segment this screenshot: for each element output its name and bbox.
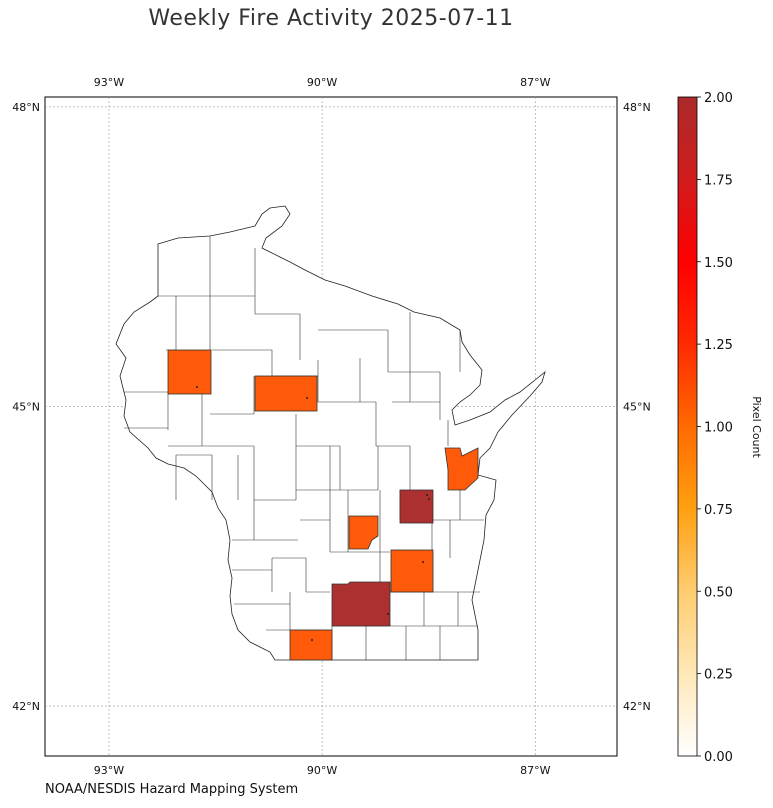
lon-tick-label-bottom: 90°W	[307, 764, 337, 777]
colorbar-tick-label: 0.50	[704, 585, 733, 600]
lat-tick-label-left: 42°N	[12, 700, 40, 713]
colorbar-ticks: 0.00 0.25 0.50 0.75 1.00 1.25 1.50 1.75 2.00	[697, 91, 733, 765]
wisconsin-counties	[115, 205, 546, 661]
colorbar	[677, 96, 698, 757]
county-washington	[390, 549, 434, 593]
lon-tick-label-top: 90°W	[307, 76, 337, 89]
fire-dot	[422, 561, 424, 563]
lat-tick-label-left: 45°N	[12, 401, 40, 414]
county-kewaunee	[444, 447, 479, 491]
source-credit: NOAA/NESDIS Hazard Mapping System	[45, 782, 299, 797]
fire-detections	[196, 386, 430, 641]
lon-tick-label-bottom: 87°W	[520, 764, 550, 777]
lat-tick-label-right: 42°N	[623, 700, 651, 713]
colorbar-tick-label: 1.75	[704, 173, 733, 188]
fire-dot	[306, 397, 308, 399]
fire-dot	[426, 494, 428, 496]
lon-tick-label-top: 87°W	[520, 76, 550, 89]
fire-dot	[311, 639, 313, 641]
state-outline	[115, 205, 546, 661]
lon-tick-label-bottom: 93°W	[94, 764, 124, 777]
fire-dot	[196, 386, 198, 388]
county-dane	[331, 581, 391, 627]
map-title: Weekly Fire Activity 2025-07-11	[148, 6, 514, 31]
colorbar-label: Pixel Count	[750, 396, 763, 458]
colorbar-tick-label: 1.25	[704, 338, 733, 353]
colorbar-tick-label: 0.75	[704, 503, 733, 518]
axis-tick-labels: 93°W 93°W 90°W 90°W 87°W 87°W 48°N 48°N 45°N 45°N…	[12, 76, 650, 777]
colorbar-tick-label: 0.00	[704, 750, 733, 765]
fire-dot	[387, 613, 389, 615]
colorbar-tick-label: 2.00	[704, 91, 733, 106]
lon-tick-label-top: 93°W	[94, 76, 124, 89]
colorbar-tick-label: 0.25	[704, 668, 733, 683]
colorbar-tick-label: 1.00	[704, 421, 733, 436]
highlighted-counties	[167, 349, 479, 661]
fire-dot	[428, 498, 430, 500]
colorbar-tick-label: 1.50	[704, 256, 733, 271]
lat-tick-label-left: 48°N	[12, 101, 40, 114]
county-lincoln	[254, 375, 318, 412]
county-chippewa	[167, 349, 212, 395]
lat-tick-label-right: 48°N	[623, 101, 651, 114]
county-green	[289, 629, 333, 661]
county-calumet	[399, 489, 434, 524]
county-marquette	[348, 515, 379, 550]
lat-tick-label-right: 45°N	[623, 401, 651, 414]
